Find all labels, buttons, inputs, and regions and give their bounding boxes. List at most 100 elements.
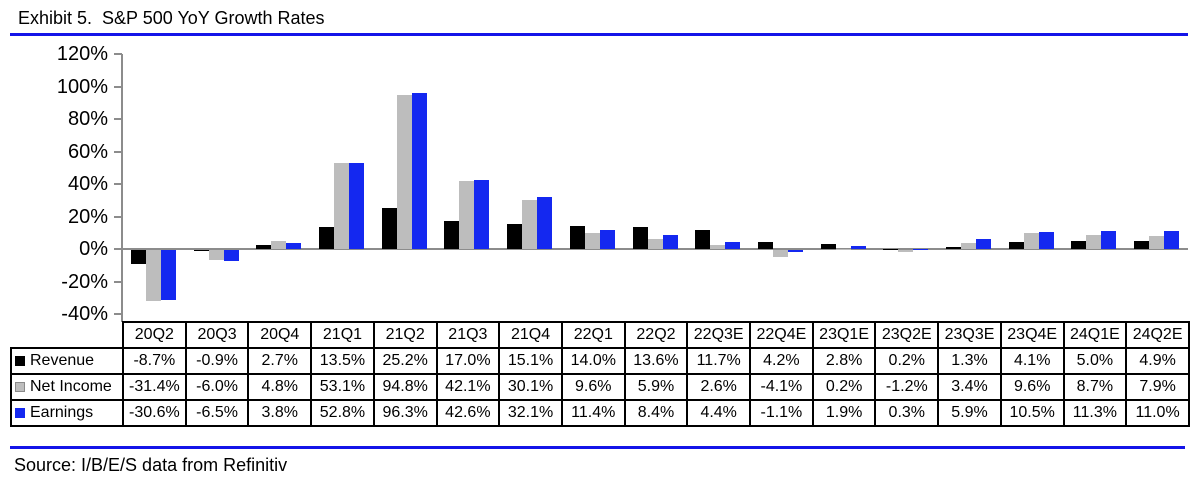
quarter-header-23q1e: 23Q1E [811,321,877,349]
bottom-rule [10,446,1185,449]
y-axis-label: -40% [61,303,108,325]
value-cell-net-income-20q2: -31.4% [122,373,187,401]
series-label-cell-earnings: Earnings [10,399,124,427]
quarter-header-23q2e: 23Q2E [874,321,940,349]
value-cell-revenue-21q4: 15.1% [498,347,563,375]
y-axis-label: 120% [56,43,108,65]
bar-net-income-21q2 [396,94,412,249]
bar-revenue-22q2 [632,226,648,249]
value-cell-net-income-20q4: 4.8% [247,373,313,401]
bar-revenue-23q3e [946,246,962,249]
quarter-header-22q4e: 22Q4E [749,321,814,349]
y-axis-label: 0% [79,238,108,260]
quarter-header-24q2e: 24Q2E [1125,321,1190,349]
value-cell-earnings-24q2e: 11.0% [1125,399,1190,427]
value-cell-earnings-22q3e: 4.4% [686,399,752,427]
y-axis-tick [114,248,122,250]
y-axis-tick [114,118,122,120]
series-label-cell-revenue: Revenue [10,347,124,375]
value-cell-revenue-20q4: 2.7% [247,347,313,375]
bar-earnings-21q2 [411,92,427,249]
value-cell-earnings-23q1e: 1.9% [811,399,877,427]
quarter-header-21q2: 21Q2 [372,321,438,349]
bar-revenue-20q2 [130,250,146,265]
bar-net-income-24q2e [1149,236,1165,249]
value-cell-net-income-21q3: 42.1% [435,373,501,401]
value-cell-net-income-22q3e: 2.6% [686,373,752,401]
value-cell-earnings-24q1e: 11.3% [1062,399,1128,427]
series-label: Earnings [30,404,94,421]
value-cell-revenue-20q3: -0.9% [184,347,250,375]
bar-earnings-23q1e [850,245,866,249]
chart-data-table: 20Q2 20Q3 20Q4 21Q1 21Q2 21Q3 21Q4 22Q1 22Q2 22Q3… [10,321,1190,427]
bar-net-income-21q3 [459,180,475,249]
y-axis-tick [114,150,122,153]
quarter-header-24q1e: 24Q1E [1062,321,1128,349]
y-axis-tick [114,280,122,283]
value-cell-net-income-23q3e: 3.4% [937,373,1002,401]
value-cell-net-income-21q4: 30.1% [498,373,563,401]
bar-earnings-22q4e [787,250,803,252]
value-cell-earnings-22q4e: -1.1% [749,399,814,427]
legend-corner-cell [11,322,123,348]
table-row-earnings: Earnings -30.6% -6.5% 3.8% 52.8% 96.3% 42.6% 32… [10,399,1190,427]
series-label: Net Income [30,378,112,395]
bar-earnings-23q4e [1038,231,1054,249]
bar-net-income-22q4e [772,250,788,257]
value-cell-earnings-21q4: 32.1% [498,399,563,427]
value-cell-earnings-21q3: 42.6% [435,399,501,427]
bar-revenue-21q2 [381,208,397,249]
bar-net-income-20q4 [271,241,287,249]
bar-net-income-23q1e [835,248,851,249]
bar-net-income-21q4 [522,200,538,249]
value-cell-earnings-23q2e: 0.3% [874,399,940,427]
y-axis-tick [114,183,122,185]
value-cell-revenue-23q2e: 0.2% [874,347,940,375]
value-cell-earnings-23q4e: 10.5% [999,399,1065,427]
bar-net-income-22q3e [710,244,726,249]
quarter-header-21q4: 21Q4 [498,321,563,349]
bar-net-income-24q1e [1086,234,1102,249]
bar-earnings-24q2e [1164,231,1180,249]
value-cell-earnings-21q1: 52.8% [310,399,375,427]
value-cell-revenue-21q2: 25.2% [372,347,438,375]
bar-earnings-20q3 [223,250,239,261]
bar-earnings-23q3e [976,239,992,249]
table-header-row: 20Q2 20Q3 20Q4 21Q1 21Q2 21Q3 21Q4 22Q1 22Q2 22Q3… [11,321,1190,349]
bar-revenue-21q3 [444,221,460,249]
y-axis-label: -20% [61,270,108,293]
bar-net-income-23q3e [961,243,977,249]
value-cell-earnings-22q1: 11.4% [560,399,626,427]
bar-net-income-22q2 [647,239,663,249]
bar-net-income-22q1 [584,233,600,249]
bar-earnings-22q3e [725,241,741,249]
quarter-header-22q2: 22Q2 [623,321,689,349]
bar-earnings-21q3 [474,179,490,249]
value-cell-revenue-24q2e: 4.9% [1125,347,1190,375]
bar-revenue-20q3 [193,250,209,252]
table-row-net-income: Net Income -31.4% -6.0% 4.8% 53.1% 94.8% 42.1%… [10,373,1190,401]
value-cell-earnings-20q3: -6.5% [184,399,250,427]
bar-earnings-21q1 [348,163,364,249]
zero-gridline [122,248,1188,250]
table-row-revenue: Revenue -8.7% -0.9% 2.7% 13.5% 25.2% 17.0% 15.1… [10,347,1190,375]
bar-revenue-23q4e [1008,242,1024,249]
bar-earnings-22q2 [662,235,678,249]
bar-revenue-21q1 [318,227,334,249]
value-cell-revenue-23q3e: 1.3% [937,347,1002,375]
value-cell-net-income-20q3: -6.0% [184,373,250,401]
source-note: Source: I/B/E/S data from Refinitiv [14,455,288,475]
bar-net-income-20q2 [145,250,161,302]
quarter-header-21q3: 21Q3 [435,321,501,349]
legend-marker-net-income [15,382,25,392]
exhibit-title: Exhibit 5. S&P 500 YoY Growth Rates [18,8,325,28]
value-cell-revenue-23q4e: 4.1% [999,347,1065,375]
value-cell-revenue-24q1e: 5.0% [1062,347,1128,375]
bar-revenue-20q4 [256,244,272,249]
value-cell-net-income-21q2: 94.8% [372,373,438,401]
y-axis-label: 80% [67,108,108,130]
bar-revenue-22q3e [695,229,711,249]
value-cell-revenue-21q1: 13.5% [310,347,375,375]
quarter-header-20q2: 20Q2 [122,321,187,349]
value-cell-net-income-24q2e: 7.9% [1125,373,1190,401]
